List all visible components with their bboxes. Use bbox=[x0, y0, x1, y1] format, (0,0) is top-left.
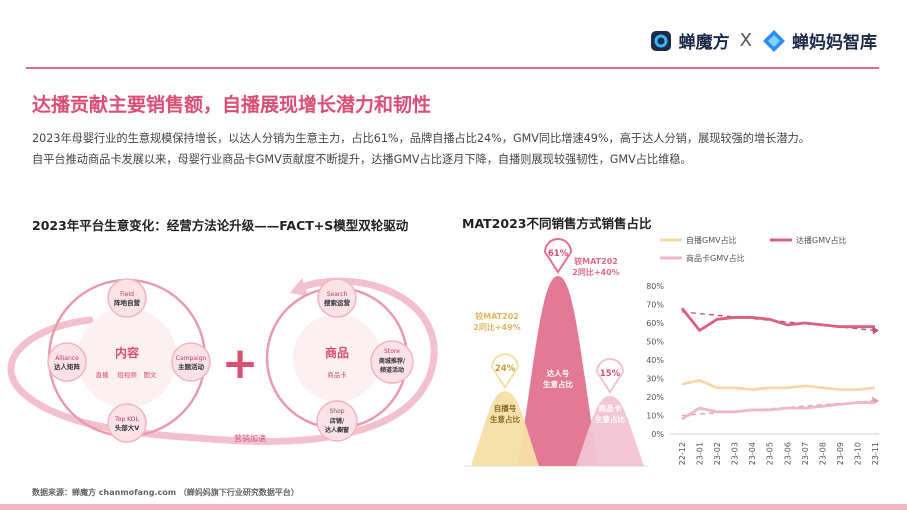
x-tick-label: 23-09 bbox=[836, 442, 845, 465]
pin-badge-0 bbox=[490, 353, 520, 390]
svg-text:Field: Field bbox=[120, 291, 134, 298]
header-divider bbox=[26, 67, 879, 69]
svg-text:商城推荐/: 商城推荐/ bbox=[379, 357, 406, 365]
svg-text:Top KOL: Top KOL bbox=[114, 416, 139, 423]
mountain-label-1: 生意占比 bbox=[543, 379, 573, 389]
description-line-1: 2023年母婴行业的生意规模保持增长，以达人分销为生意主力，占比61%，品牌自播… bbox=[32, 132, 810, 145]
mountain-1 bbox=[518, 276, 598, 466]
swoosh-arrowhead bbox=[290, 278, 308, 296]
y-tick-label: 20% bbox=[646, 393, 664, 402]
mountain-2 bbox=[576, 396, 644, 466]
x-tick-label: 23-02 bbox=[713, 442, 722, 465]
pin-badge-2 bbox=[595, 358, 625, 394]
mountain-label-2: 生意占比 bbox=[595, 414, 625, 424]
svg-text:搜索运营: 搜索运营 bbox=[324, 298, 351, 307]
svg-text:Shop: Shop bbox=[329, 408, 344, 415]
svg-text:频道活动: 频道活动 bbox=[380, 366, 404, 374]
y-tick-label: 0% bbox=[651, 430, 664, 439]
x-tick-label: 23-06 bbox=[783, 442, 792, 465]
svg-text:达人橱窗: 达人橱窗 bbox=[325, 426, 349, 434]
chanmofang-logo-icon bbox=[650, 30, 671, 51]
right-wheel-center-label: 商品 bbox=[325, 345, 349, 360]
svg-text:Campaign: Campaign bbox=[176, 355, 207, 362]
series-line-2 bbox=[681, 401, 875, 421]
y-tick-label: 50% bbox=[646, 338, 664, 347]
annotation-0: 较MAT202 bbox=[475, 311, 519, 321]
y-tick-label: 60% bbox=[646, 319, 664, 328]
header-logos: 蝉魔方 X 蝉妈妈智库 bbox=[649, 28, 877, 53]
y-tick-label: 30% bbox=[646, 375, 664, 384]
logo-x: X bbox=[739, 30, 752, 51]
x-tick-label: 23-05 bbox=[766, 442, 775, 465]
svg-text:头部大V: 头部大V bbox=[115, 423, 140, 432]
mountain-0 bbox=[471, 391, 539, 466]
y-tick-label: 40% bbox=[646, 356, 664, 365]
annotation-1-b: 2同比+40% bbox=[572, 267, 619, 277]
annotation-1: 较MAT202 bbox=[574, 256, 618, 266]
footer-source: 数据来源：蝉魔方 chanmofang.com （蝉妈妈旗下行业研究数据平台） bbox=[32, 488, 299, 497]
y-tick-label: 80% bbox=[646, 282, 664, 291]
svg-text:Search: Search bbox=[327, 291, 348, 298]
left-wheel-center bbox=[77, 308, 177, 408]
left-wheel-center-label: 内容 bbox=[115, 345, 139, 360]
node-shop: Shop 店铺/ 达人橱窗 bbox=[316, 400, 358, 442]
left-sub-live: 直播 bbox=[96, 370, 110, 379]
accel-swoosh bbox=[7, 277, 438, 445]
y-tick-label: 10% bbox=[646, 412, 664, 421]
series-line-0 bbox=[681, 378, 876, 392]
y-tick-label: 70% bbox=[646, 301, 664, 310]
node-alliance: Alliance 达人矩阵 bbox=[47, 342, 87, 382]
node-campaign: Campaign 主题活动 bbox=[171, 342, 211, 382]
right-sub-label: 商品卡 bbox=[327, 370, 347, 379]
node-field: Field 阵地自营 bbox=[107, 278, 147, 318]
page-title: 达播贡献主要销售额，自播展现增长潜力和韧性 bbox=[32, 94, 432, 116]
legend-label-2: 商品卡GMV占比 bbox=[686, 253, 745, 263]
node-store: Store 商城推荐/ 频道活动 bbox=[370, 340, 414, 384]
x-tick-label: 22-12 bbox=[678, 442, 687, 465]
right-section-title: MAT2023不同销售方式销售占比 bbox=[462, 216, 652, 231]
mountain-chart: 61%达人号生意占比较MAT2022同比+40%24%自播号生意占比较MAT20… bbox=[464, 238, 648, 467]
node-search: Search 搜索运营 bbox=[317, 278, 357, 318]
trendline-arrow-0 bbox=[872, 326, 879, 335]
logo-left-text: 蝉魔方 bbox=[678, 33, 730, 53]
svg-text:阵地自营: 阵地自营 bbox=[114, 298, 141, 307]
x-tick-label: 23-01 bbox=[696, 442, 705, 465]
chanmama-logo-icon bbox=[763, 29, 785, 52]
bottom-bar bbox=[0, 504, 907, 510]
mountain-label-1: 达人号 bbox=[547, 368, 570, 378]
svg-text:Alliance: Alliance bbox=[55, 355, 79, 362]
x-tick-label: 23-03 bbox=[731, 442, 740, 465]
svg-text:店铺/: 店铺/ bbox=[330, 417, 345, 425]
accel-label: 营销加速 bbox=[234, 433, 266, 443]
mountain-label-2: 商品卡 bbox=[599, 403, 622, 413]
pin-value-1: 61% bbox=[548, 249, 569, 259]
svg-text:达人矩阵: 达人矩阵 bbox=[54, 362, 81, 371]
pin-value-2: 15% bbox=[600, 369, 621, 379]
fact-s-diagram: 内容 直播 短视频 图文 Field 阵地自营 Alliance 达人矩阵 Ca… bbox=[7, 277, 438, 445]
svg-text:Store: Store bbox=[384, 348, 400, 355]
mountain-label-0: 自播号 bbox=[494, 403, 517, 413]
legend-label-0: 自播GMV占比 bbox=[686, 235, 737, 245]
x-tick-label: 23-08 bbox=[818, 442, 827, 465]
logo-right-text: 蝉妈妈智库 bbox=[792, 33, 877, 53]
pin-value-0: 24% bbox=[495, 364, 516, 374]
x-tick-label: 23-04 bbox=[748, 442, 757, 465]
node-top-kol: Top KOL 头部大V bbox=[107, 403, 147, 443]
x-tick-label: 23-10 bbox=[853, 442, 862, 465]
mountain-label-0: 生意占比 bbox=[490, 414, 520, 424]
description-line-2: 自平台推动商品卡发展以来，母婴行业商品卡GMV贡献度不断提升，达播GMV占比逐月… bbox=[32, 153, 692, 166]
left-sub-graphic: 图文 bbox=[144, 370, 158, 379]
pin-badge-1 bbox=[543, 238, 573, 274]
svg-text:主题活动: 主题活动 bbox=[178, 362, 205, 371]
legend-label-1: 达播GMV占比 bbox=[796, 235, 847, 245]
left-section-title: 2023年平台生意变化：经营方法论升级——FACT+S模型双轮驱动 bbox=[32, 218, 409, 233]
right-wheel-center bbox=[293, 314, 381, 402]
x-tick-label: 23-07 bbox=[801, 442, 810, 465]
plus-sign: + bbox=[222, 338, 259, 389]
x-tick-label: 23-11 bbox=[871, 442, 880, 465]
series-line-1 bbox=[680, 307, 875, 332]
annotation-0-b: 2同比+49% bbox=[473, 322, 520, 332]
left-sub-video: 短视频 bbox=[117, 370, 137, 379]
